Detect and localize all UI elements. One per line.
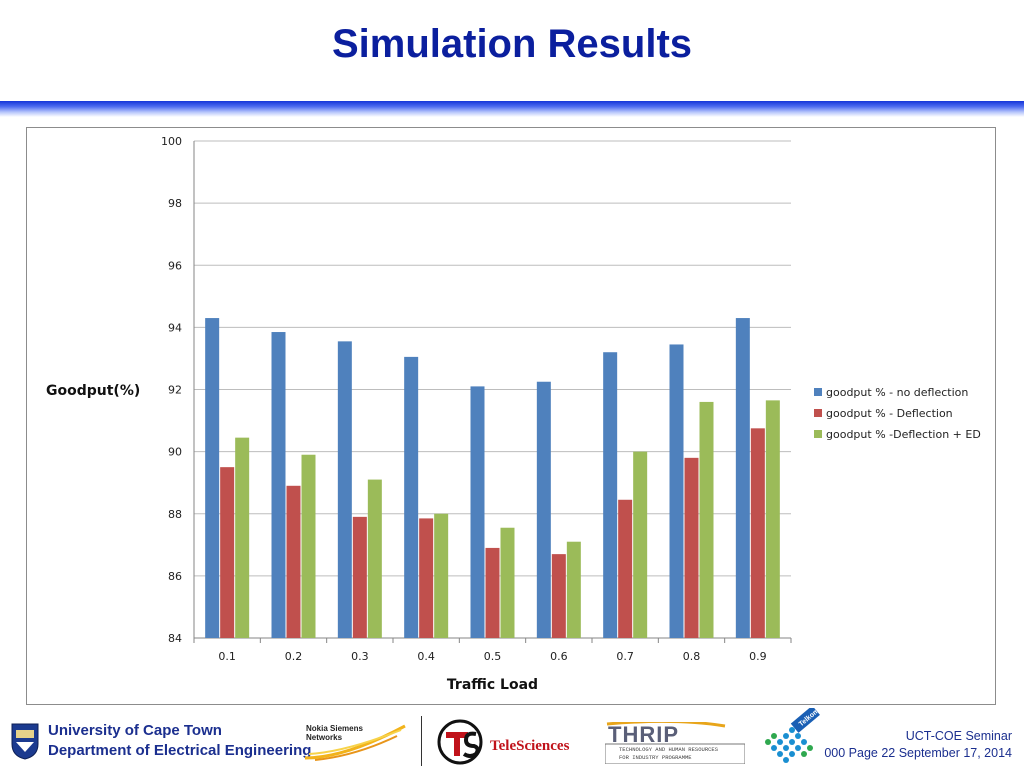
y-tick-label: 86 — [168, 570, 182, 583]
bar-2-0.4 — [419, 518, 434, 638]
bar-3-0.3 — [367, 479, 382, 638]
legend-label-3: goodput % -Deflection + ED — [826, 428, 981, 441]
y-tick-label: 94 — [168, 321, 182, 334]
bar-3-0.8 — [699, 401, 714, 638]
footer-divider — [421, 716, 422, 766]
bar-3-0.6 — [566, 541, 581, 638]
slide-title: Simulation Results — [331, 22, 693, 66]
uct-department: Department of Electrical Engineering — [48, 742, 312, 759]
legend-label-1: goodput % - no deflection — [826, 386, 968, 399]
uct-crest-icon — [11, 723, 39, 760]
bar-3-0.5 — [500, 527, 515, 638]
bar-2-0.7 — [618, 499, 633, 638]
bar-1-0.2 — [271, 332, 286, 638]
x-tick-label: 0.8 — [683, 650, 701, 663]
bar-3-0.2 — [301, 454, 316, 638]
y-axis-title: Goodput(%) — [46, 383, 140, 399]
bar-2-0.9 — [750, 428, 765, 638]
bar-2-0.3 — [352, 516, 367, 638]
y-tick-label: 84 — [168, 632, 182, 645]
bar-3-0.9 — [765, 400, 780, 638]
x-tick-label: 0.4 — [417, 650, 435, 663]
seminar-name: UCT-COE Seminar — [905, 729, 1012, 743]
legend-swatch-1 — [814, 388, 822, 396]
telesciences-logo-icon — [437, 719, 483, 765]
title-underline-bar — [0, 101, 1024, 117]
x-tick-label: 0.3 — [351, 650, 369, 663]
x-tick-label: 0.2 — [285, 650, 303, 663]
thrip-logo-icon — [605, 722, 745, 764]
legend-label-2: goodput % - Deflection — [826, 407, 953, 420]
bar-2-0.5 — [485, 547, 500, 638]
bar-2-0.8 — [684, 457, 699, 638]
bar-1-0.7 — [603, 352, 618, 638]
x-axis-title: Traffic Load — [447, 677, 538, 693]
nsn-line2: Networks — [306, 733, 343, 742]
bar-3-0.4 — [434, 513, 449, 638]
bar-1-0.3 — [337, 341, 352, 638]
y-tick-label: 90 — [168, 446, 182, 459]
thrip-subtitle-1: TECHNOLOGY AND HUMAN RESOURCES — [619, 746, 719, 753]
footer — [0, 712, 1024, 768]
goodput-bar-chart: 84 86 88 90 92 94 96 98 100 0.1 0.2 0.3 0.4 0.5 0.6 0.7… — [46, 135, 981, 693]
seminar-page-date: 000 Page 22 September 17, 2014 — [824, 746, 1012, 760]
thrip-subtitle-2: FOR INDUSTRY PROGRAMME — [619, 754, 692, 761]
x-tick-label: 0.6 — [550, 650, 568, 663]
x-tick-label: 0.5 — [484, 650, 502, 663]
bar-1-0.1 — [205, 318, 220, 638]
nokia-siemens-logo — [304, 724, 406, 761]
bar-2-0.6 — [551, 554, 566, 638]
y-tick-label: 98 — [168, 197, 182, 210]
x-tick-label: 0.7 — [616, 650, 634, 663]
nsn-line1: Nokia Siemens — [306, 724, 363, 733]
y-tick-label: 100 — [161, 135, 182, 148]
bar-1-0.9 — [735, 318, 750, 638]
bar-1-0.8 — [669, 344, 684, 638]
bar-1-0.5 — [470, 386, 485, 638]
bar-2-0.2 — [286, 485, 301, 638]
bar-1-0.4 — [404, 356, 419, 638]
bar-3-0.7 — [633, 451, 648, 638]
bar-2-0.1 — [220, 467, 235, 638]
telkom-logo-icon: Telkom — [765, 708, 821, 763]
y-tick-label: 88 — [168, 508, 182, 521]
legend-swatch-2 — [814, 409, 822, 417]
telesciences-text: TeleSciences — [490, 738, 570, 754]
bar-3-0.1 — [235, 437, 250, 638]
y-tick-label: 92 — [168, 384, 182, 397]
uct-name: University of Cape Town — [48, 722, 222, 739]
y-tick-label: 96 — [168, 259, 182, 272]
nokia-siemens-text: Nokia Siemens Networks — [306, 724, 363, 742]
legend-swatch-3 — [814, 430, 822, 438]
bar-1-0.6 — [536, 381, 551, 638]
x-tick-label: 0.9 — [749, 650, 767, 663]
thrip-wordmark: THRIP — [608, 722, 679, 747]
x-tick-label: 0.1 — [218, 650, 236, 663]
